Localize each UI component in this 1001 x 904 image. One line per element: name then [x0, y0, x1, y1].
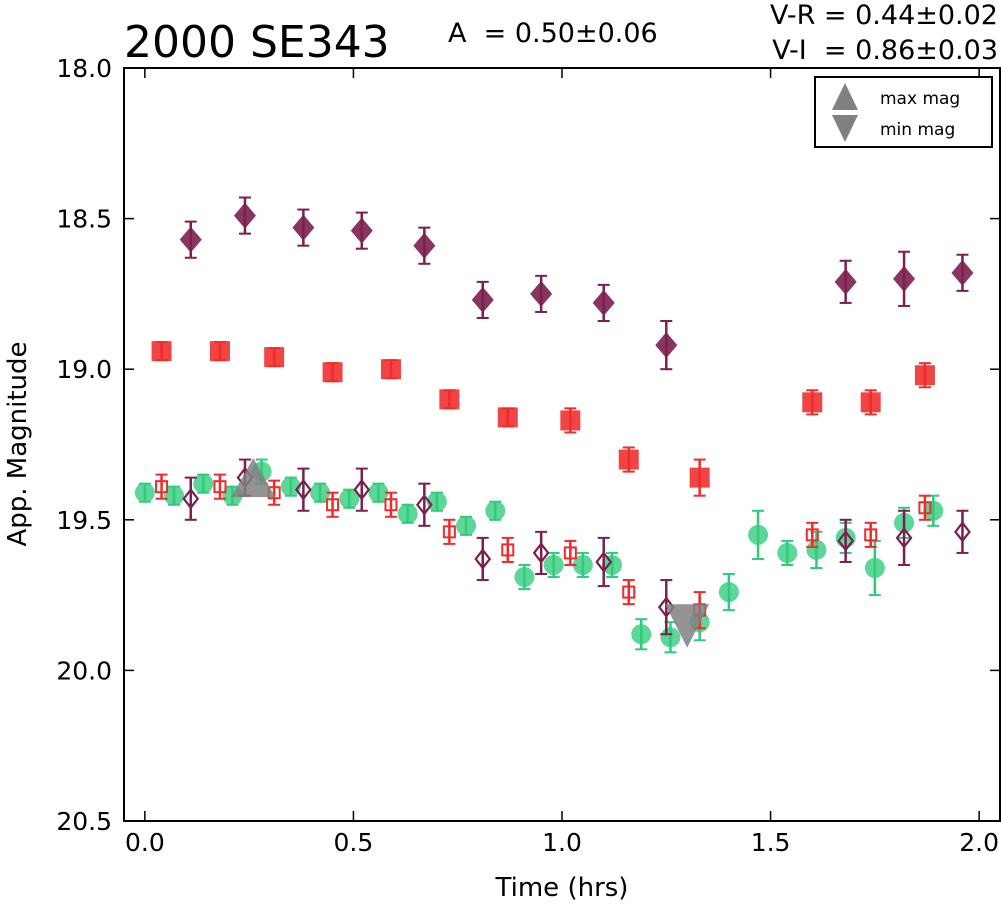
color-index-vr: V-R = 0.44±0.02	[770, 0, 998, 31]
x-tick-label: 1.0	[542, 828, 582, 857]
series-3-point-6	[501, 543, 515, 557]
series-3-point-7	[563, 546, 577, 560]
series-1-point-7	[560, 410, 581, 431]
x-tick-label: 1.5	[751, 828, 791, 857]
chart-title: 2000 SE343	[124, 17, 390, 68]
series-0-point-7	[592, 289, 615, 316]
y-tick-label: 18.0	[56, 54, 112, 83]
series-1-point-1	[209, 341, 230, 362]
series-4-point-2	[294, 478, 312, 501]
max-mag-legend-icon	[832, 83, 858, 110]
series-2-point-6	[310, 482, 331, 503]
series-4-point-10	[895, 527, 913, 549]
y-axis-label: App. Magnitude	[3, 341, 33, 546]
series-2-point-0	[134, 482, 155, 503]
series-2-point-10	[426, 491, 447, 512]
series-2-point-1	[164, 485, 185, 506]
min-mag-marker	[665, 604, 710, 648]
amplitude-label: A = 0.50±0.06	[448, 18, 658, 49]
data-marks	[134, 196, 974, 654]
series-3-point-4	[384, 498, 398, 512]
series-0-point-3	[350, 217, 373, 244]
series-2-point-5	[280, 476, 301, 497]
series-2-point-22	[777, 542, 798, 563]
series-1-point-3	[322, 362, 343, 383]
series-2-point-2	[193, 473, 214, 494]
x-tick-label: 2.0	[959, 828, 999, 857]
series-0-point-4	[413, 232, 436, 259]
series-4-point-11	[954, 521, 971, 543]
series-3-point-3	[326, 498, 340, 512]
series-1-point-5	[439, 389, 460, 410]
series-4-point-4	[415, 493, 433, 516]
x-tick-label: 0.0	[125, 828, 165, 857]
series-3-point-12	[918, 501, 932, 515]
series-2-point-12	[485, 500, 506, 521]
y-tick-label: 20.5	[56, 807, 112, 836]
series-2-point-17	[631, 624, 652, 645]
series-2-point-27	[923, 500, 944, 521]
axis-ticks: 0.0 0.5 1.0 1.5 2.0 18.0 18.5 19.0 19.5 20.0 20.5	[56, 54, 1000, 857]
series-4-point-7	[595, 551, 613, 573]
series-0-point-11	[951, 259, 974, 286]
y-tick-label: 19.0	[56, 355, 112, 384]
max-mag-marker	[231, 458, 276, 498]
series-2-point-20	[718, 582, 739, 603]
series-0-point-1	[233, 202, 256, 229]
series-2-point-14	[543, 554, 564, 575]
series-1-point-2	[264, 347, 285, 368]
series-2-point-8	[368, 482, 389, 503]
y-tick-label: 19.5	[56, 506, 112, 535]
series-4-point-8	[657, 596, 675, 618]
legend: max mag min mag	[814, 76, 993, 148]
series-0-point-10	[893, 265, 916, 292]
series-1-point-0	[151, 341, 172, 362]
series-3-point-1	[213, 480, 227, 494]
legend-min-mag: min mag	[880, 120, 955, 140]
series-0-point-5	[471, 286, 494, 313]
series-2-point-9	[397, 503, 418, 524]
series-4-point-0	[182, 487, 200, 510]
y-tick-label: 20.0	[56, 656, 112, 685]
series-3-point-5	[442, 525, 456, 539]
y-tick-label: 18.5	[56, 205, 112, 234]
series-3-point-10	[805, 528, 819, 542]
series-0-point-2	[292, 214, 315, 241]
series-1-point-10	[802, 392, 823, 413]
series-2-point-13	[514, 567, 535, 588]
plot-frame	[123, 67, 1001, 822]
series-2-point-18	[660, 627, 681, 648]
series-4-point-9	[837, 530, 855, 552]
series-2-point-15	[572, 554, 593, 575]
series-4-point-6	[532, 542, 550, 564]
series-0-point-8	[655, 332, 678, 359]
legend-max-mag: max mag	[880, 89, 960, 109]
min-mag-legend-icon	[832, 115, 858, 142]
series-4-point-3	[353, 478, 371, 501]
series-1-point-8	[618, 449, 639, 470]
series-1-point-4	[380, 359, 401, 380]
series-3-point-0	[155, 480, 169, 494]
series-2-point-16	[602, 554, 623, 575]
series-0-point-9	[834, 268, 857, 295]
series-3-point-8	[622, 585, 636, 599]
series-3-point-11	[864, 528, 878, 542]
series-2-point-11	[456, 515, 477, 536]
series-4-point-5	[474, 548, 492, 570]
series-0-point-6	[530, 280, 553, 307]
series-1-point-6	[497, 407, 518, 428]
color-index-vi: V-I = 0.86±0.03	[772, 35, 998, 66]
series-2-point-23	[806, 539, 827, 560]
series-0-point-0	[179, 226, 202, 253]
series-2-point-7	[339, 488, 360, 509]
series-2-point-25	[864, 557, 885, 578]
series-2-point-21	[748, 524, 769, 545]
series-1-point-9	[689, 467, 710, 488]
x-axis-label: Time (hrs)	[495, 873, 629, 903]
series-1-point-12	[914, 365, 935, 386]
x-tick-label: 0.5	[334, 828, 374, 857]
series-1-point-11	[860, 392, 881, 413]
